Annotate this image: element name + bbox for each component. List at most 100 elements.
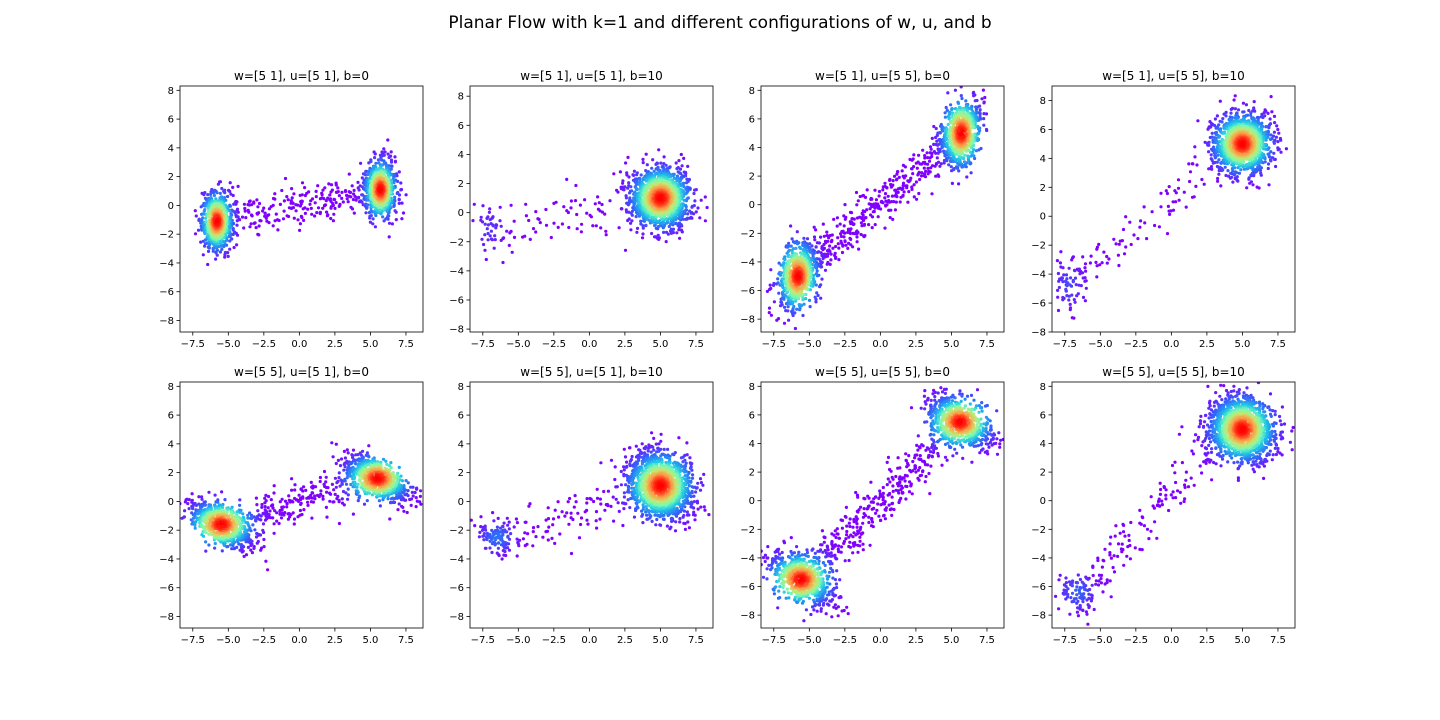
scatter-point (811, 263, 815, 267)
scatter-point (930, 154, 934, 159)
scatter-point (782, 261, 786, 266)
y-tick-label: 2 (458, 179, 464, 190)
scatter-point (947, 163, 951, 167)
scatter-point (400, 217, 404, 221)
scatter-point (600, 210, 605, 214)
scatter-point (209, 190, 213, 194)
scatter-point (765, 289, 770, 293)
scatter-point (815, 250, 820, 254)
scatter-point (814, 228, 818, 232)
scatter-point (624, 196, 629, 200)
scatter-point (510, 250, 514, 254)
scatter-point (975, 132, 980, 136)
scatter-point (271, 224, 275, 228)
scatter-point (823, 268, 828, 272)
scatter-point (860, 224, 864, 228)
scatter-point (926, 156, 930, 160)
scatter-point (941, 129, 945, 133)
scatter-point (512, 219, 516, 223)
scatter-point (218, 250, 222, 254)
scatter-point (814, 272, 818, 276)
scatter-point (207, 246, 211, 250)
scatter-point (364, 211, 368, 215)
scatter-point (333, 206, 337, 210)
scatter-point (659, 161, 663, 165)
scatter-point (521, 235, 525, 239)
scatter-point (271, 196, 276, 201)
scatter-point (639, 173, 643, 177)
scatter-point (808, 305, 812, 309)
scatter-point (947, 113, 951, 117)
scatter-point (524, 214, 529, 218)
scatter-point (862, 234, 866, 238)
scatter-point (892, 174, 897, 178)
scatter-point (227, 188, 231, 192)
scatter-point (975, 138, 980, 143)
scatter-point (369, 208, 373, 213)
scatter-point (966, 154, 970, 158)
scatter-point (779, 271, 784, 275)
scatter-point (298, 228, 302, 232)
scatter-point (815, 291, 819, 295)
scatter-point (552, 221, 556, 225)
scatter-point (486, 231, 490, 236)
scatter-point (873, 188, 877, 192)
scatter-point (935, 133, 939, 138)
scatter-point (334, 183, 338, 187)
scatter-point (898, 200, 902, 204)
scatter-point (652, 169, 656, 173)
scatter-point (820, 254, 824, 258)
scatter-point (566, 210, 571, 215)
scatter-point (524, 202, 528, 206)
scatter-point (982, 112, 986, 116)
scatter-point (787, 241, 791, 245)
scatter-point (917, 170, 921, 174)
scatter-point (938, 131, 942, 135)
scatter-point (633, 199, 638, 203)
scatter-point (901, 186, 905, 191)
scatter-point (266, 214, 270, 218)
scatter-point (491, 224, 495, 228)
x-tick-label: 0.0 (291, 339, 307, 350)
scatter-point (365, 205, 369, 210)
scatter-point (392, 204, 396, 208)
scatter-point (928, 145, 933, 149)
scatter-point (386, 213, 390, 218)
y-tick-label: 8 (458, 92, 464, 103)
scatter-point (621, 181, 625, 185)
scatter-point (481, 204, 485, 208)
scatter-point (787, 261, 791, 266)
scatter-point (373, 156, 377, 160)
scatter-point (813, 238, 817, 242)
scatter-point (206, 193, 210, 197)
scatter-point (201, 216, 205, 220)
scatter-point (679, 184, 684, 188)
scatter-point (393, 160, 397, 164)
scatter-point (912, 165, 916, 169)
scatter-point (705, 205, 709, 210)
y-tick-label: 6 (458, 121, 464, 132)
x-tick-label: 7.5 (398, 339, 414, 350)
scatter-point (703, 219, 708, 223)
scatter-point (807, 298, 812, 302)
scatter-point (256, 205, 260, 209)
scatter-point (947, 135, 951, 139)
scatter-point (389, 150, 393, 154)
scatter-point (837, 246, 841, 250)
y-tick-label: −8 (449, 325, 464, 336)
x-tick-label: −7.5 (181, 339, 205, 350)
scatter-point (901, 181, 906, 185)
scatter-point (202, 193, 206, 197)
scatter-point (488, 207, 492, 211)
scatter-point (812, 225, 816, 229)
scatter-point (196, 228, 201, 232)
scatter-point (498, 205, 502, 209)
scatter-point (232, 245, 236, 250)
scatter-point (871, 210, 875, 214)
scatter-point (600, 202, 604, 207)
scatter-point (839, 234, 843, 238)
scatter-point (327, 182, 331, 186)
scatter-point (811, 248, 815, 252)
scatter-point (634, 215, 638, 219)
scatter-point (314, 195, 318, 199)
